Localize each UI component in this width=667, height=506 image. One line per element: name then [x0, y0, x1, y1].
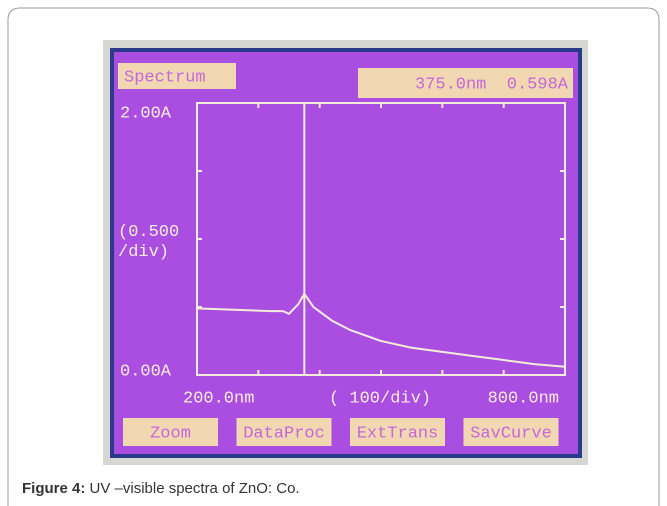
softkey-label: Zoom: [150, 424, 191, 443]
x-tick-label: 200.0nm: [183, 389, 254, 408]
softkey-label: SavCurve: [470, 424, 552, 443]
softkey: [350, 418, 445, 446]
softkey-label: ExtTrans: [357, 424, 439, 443]
card: [7, 7, 660, 506]
softkey: [236, 418, 332, 446]
softkey: [463, 418, 559, 446]
y-tick-label: 0.00A: [120, 362, 172, 381]
x-tick-label: 800.0nm: [488, 389, 559, 408]
title-box: [118, 63, 236, 89]
readout-box: [358, 68, 573, 98]
softkey-label: DataProc: [243, 424, 325, 443]
softkey: [123, 418, 218, 446]
x-axis-label: ( 100/div): [329, 389, 431, 408]
caption-label: Figure 4:: [22, 480, 85, 497]
spectrum-line: [196, 291, 566, 368]
y-tick-label: 2.00A: [120, 104, 172, 123]
title: Spectrum: [124, 68, 206, 87]
caption: Figure 4: UV –visible spectra of ZnO: Co…: [22, 480, 300, 497]
readout: 375.0nm 0.598A: [415, 75, 569, 94]
caption-text: UV –visible spectra of ZnO: Co.: [90, 480, 300, 497]
y-axis-label: (0.500/div): [118, 223, 179, 262]
screen: [114, 52, 578, 454]
